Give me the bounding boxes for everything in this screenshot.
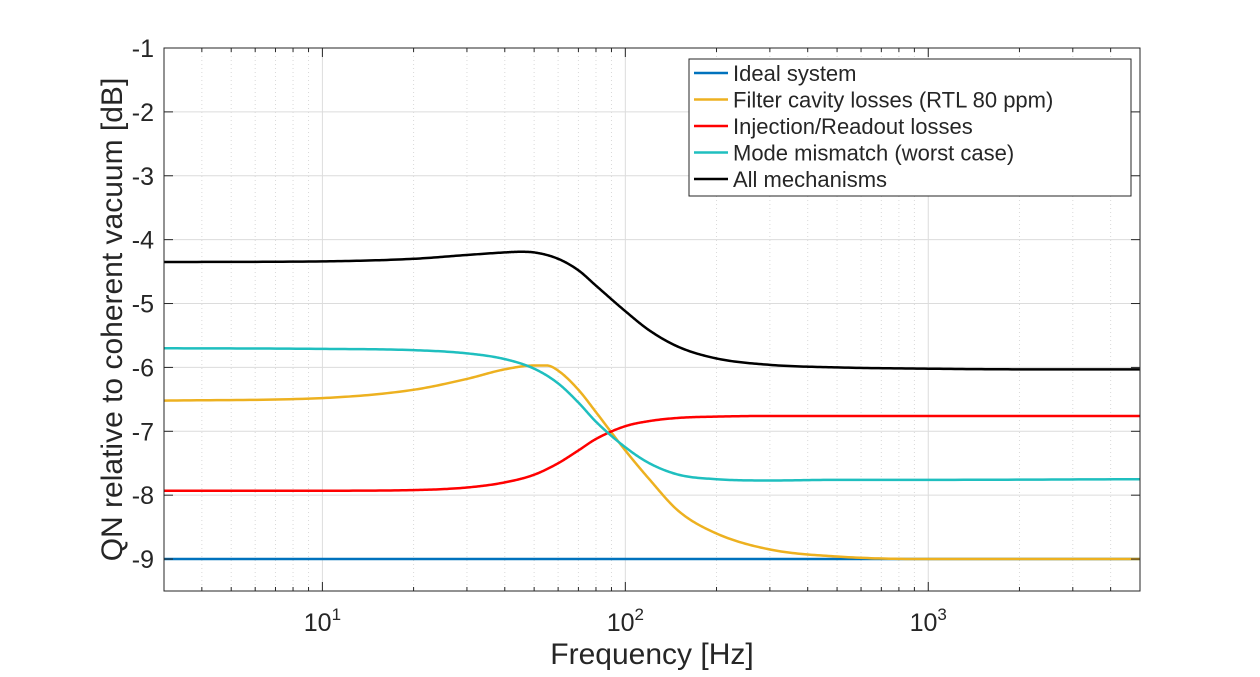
legend-entry-label: All mechanisms xyxy=(733,167,887,192)
x-tick-label-base: 10 xyxy=(607,609,635,637)
legend-entry-label: Filter cavity losses (RTL 80 ppm) xyxy=(733,88,1053,113)
y-tick-label: -5 xyxy=(132,291,154,319)
y-tick-label: -9 xyxy=(132,546,154,574)
x-tick-label-base: 10 xyxy=(910,609,938,637)
x-tick-label-exponent: 2 xyxy=(635,605,644,624)
y-tick-label: -4 xyxy=(132,227,154,255)
y-tick-label: -3 xyxy=(132,163,154,191)
x-tick-label: 103 xyxy=(910,605,947,637)
y-axis-label: QN relative to coherent vacuum [dB] xyxy=(96,78,129,562)
x-tick-label-exponent: 1 xyxy=(332,605,341,624)
x-tick-label: 102 xyxy=(607,605,644,637)
x-tick-label: 101 xyxy=(304,605,341,637)
series-line-mode-mismatch-worst-case xyxy=(163,347,1141,482)
series-line-all-mechanisms xyxy=(163,250,1140,371)
series-line-injection-readout-losses xyxy=(164,414,1140,492)
tick-layer xyxy=(163,47,1141,591)
x-axis-label: Frequency [Hz] xyxy=(550,638,753,671)
legend-box xyxy=(688,58,1132,197)
legend-entry-label: Mode mismatch (worst case) xyxy=(733,141,1014,166)
grid-layer xyxy=(163,47,1141,591)
series-layer xyxy=(163,250,1141,561)
y-tick-label: -1 xyxy=(132,35,154,63)
y-tick-label: -8 xyxy=(132,482,154,510)
y-tick-label: -6 xyxy=(132,354,154,382)
legend-entry-label: Ideal system xyxy=(733,61,857,86)
legend-entry-label: Injection/Readout losses xyxy=(733,114,973,139)
plot-frame xyxy=(163,47,1141,592)
series-line-filter-cavity-losses-rtl-80-ppm xyxy=(163,364,1140,561)
x-tick-label-base: 10 xyxy=(304,609,332,637)
y-tick-label: -2 xyxy=(132,99,154,127)
y-tick-label: -7 xyxy=(132,418,154,446)
x-tick-label-exponent: 3 xyxy=(937,605,946,624)
label-layer: 101 102 103-1-2-3-4-5-6-7-8-9 xyxy=(132,35,947,637)
